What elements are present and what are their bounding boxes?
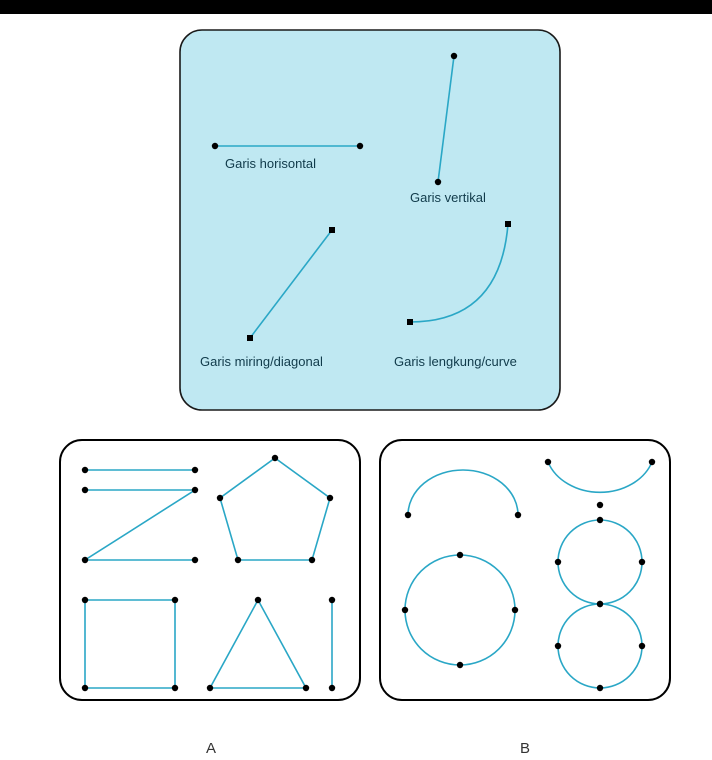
point [649,459,655,465]
point [505,221,511,227]
point [457,552,463,558]
point [597,685,603,691]
point [357,143,363,149]
point [303,685,309,691]
panel-a [60,440,360,700]
point [192,467,198,473]
point [405,512,411,518]
point [172,597,178,603]
point [192,487,198,493]
panel-b [380,440,670,700]
point [512,607,518,613]
panel-b-label: B [520,740,530,757]
point [82,557,88,563]
point [435,179,441,185]
curve-label: Garis lengkung/curve [394,354,517,369]
point [309,557,315,563]
point [212,143,218,149]
point [407,319,413,325]
point [639,643,645,649]
diagonal-label: Garis miring/diagonal [200,354,323,369]
diagram-canvas: Garis horisontal Garis vertikal Garis miri… [0,0,712,760]
point [207,685,213,691]
point [82,467,88,473]
top-panel [180,30,560,410]
point [457,662,463,668]
horizontal-label: Garis horisontal [225,156,316,171]
point [82,685,88,691]
point [329,227,335,233]
point [192,557,198,563]
point [247,335,253,341]
panel-a-label: A [206,740,216,757]
point [82,487,88,493]
vertical-label: Garis vertikal [410,190,486,205]
point [272,455,278,461]
point [597,517,603,523]
point [639,559,645,565]
point [327,495,333,501]
top-black-band [0,0,712,14]
point [329,685,335,691]
point [515,512,521,518]
point [555,559,561,565]
point [255,597,261,603]
point [597,502,603,508]
point [545,459,551,465]
point [235,557,241,563]
page: Garis horisontal Garis vertikal Garis miri… [0,0,712,760]
point [451,53,457,59]
point [402,607,408,613]
point [329,597,335,603]
point [555,643,561,649]
point [172,685,178,691]
point [82,597,88,603]
point [217,495,223,501]
point [597,601,603,607]
